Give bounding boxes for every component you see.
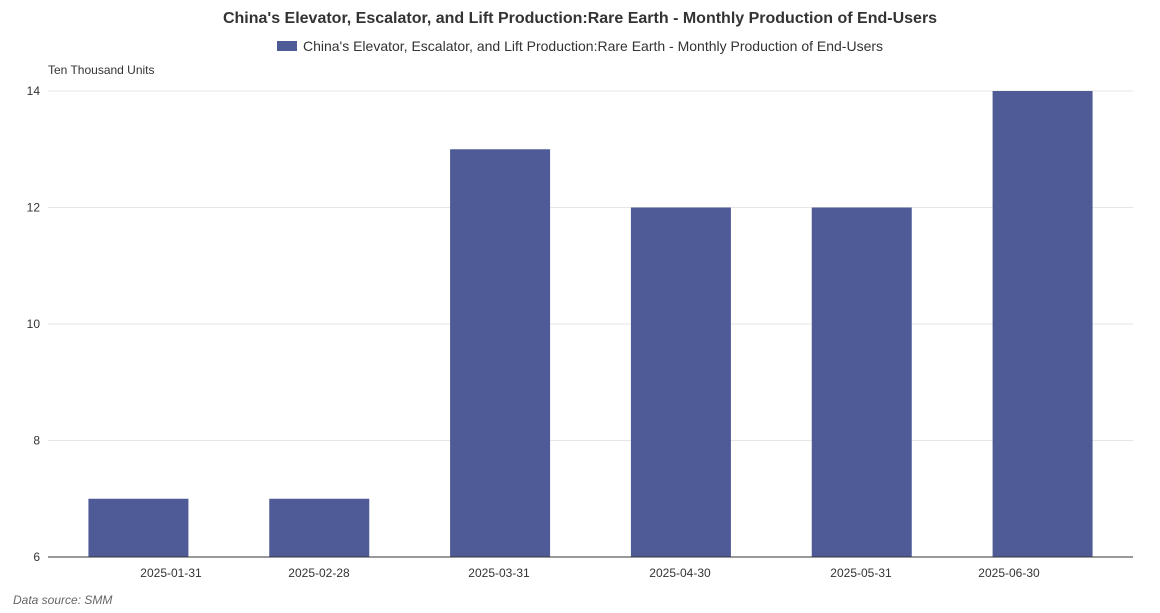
y-axis-label: Ten Thousand Units [48,63,155,77]
x-tick-label: 2025-05-31 [830,566,892,580]
bar-2025-06-30[interactable] [992,91,1093,557]
y-tick-label: 6 [33,550,40,564]
bar-2025-03-31[interactable] [450,149,551,557]
x-tick-label: 2025-02-28 [288,566,350,580]
bar-2025-04-30[interactable] [630,207,731,558]
legend-label: China's Elevator, Escalator, and Lift Pr… [302,38,884,54]
chart-title: China's Elevator, Escalator, and Lift Pr… [222,10,938,27]
x-tick-label: 2025-06-30 [978,566,1040,580]
bar-2025-05-31[interactable] [811,207,912,558]
y-tick-label: 8 [33,434,40,448]
bar-2025-01-31[interactable] [88,498,189,557]
x-tick-label: 2025-04-30 [649,566,711,580]
y-tick-label: 12 [27,201,41,215]
x-tick-label: 2025-01-31 [140,566,202,580]
legend[interactable]: China's Elevator, Escalator, and Lift Pr… [0,38,1160,54]
x-tick-label: 2025-03-31 [468,566,530,580]
y-tick-label: 14 [27,84,41,98]
legend-swatch [276,41,297,52]
data-source-note: Data source: SMM [13,593,113,607]
y-tick-label: 10 [27,317,41,331]
bar-2025-02-28[interactable] [269,498,370,557]
